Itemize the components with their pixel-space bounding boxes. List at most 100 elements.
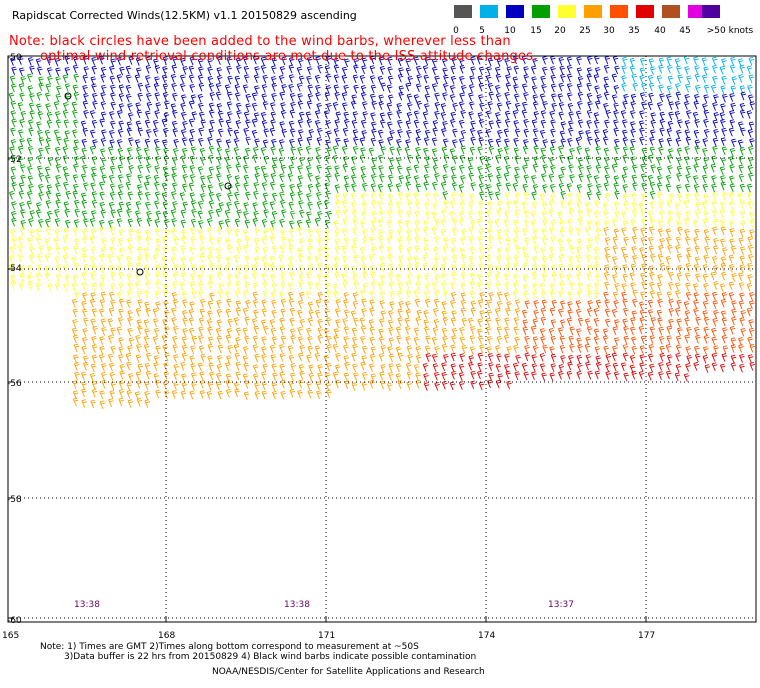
wind-barb (703, 118, 709, 128)
wind-barb (181, 272, 187, 281)
wind-barb (136, 290, 143, 300)
wind-barb (658, 138, 664, 148)
wind-barb (449, 85, 456, 94)
wind-barb (712, 255, 718, 265)
wind-barb (721, 192, 728, 201)
wind-barb (512, 362, 519, 372)
wind-barb (631, 235, 638, 245)
wind-barb (360, 147, 366, 157)
wind-barb (602, 328, 609, 338)
wind-barb (108, 202, 115, 211)
wind-barb (470, 120, 476, 130)
wind-barb (494, 218, 501, 228)
wind-barb (27, 146, 34, 155)
wind-barb (370, 280, 377, 290)
wind-barb (577, 363, 583, 372)
wind-barb (470, 326, 476, 335)
wind-barb (479, 191, 485, 201)
wind-barb (173, 325, 179, 335)
wind-barb (190, 363, 196, 372)
wind-barb (127, 218, 134, 228)
wind-barb (605, 110, 612, 119)
wind-barb (253, 112, 260, 121)
wind-barb (503, 218, 510, 228)
wind-barb (413, 337, 420, 346)
wind-barb (270, 119, 276, 128)
wind-barb (110, 283, 116, 292)
wind-barb (522, 319, 529, 329)
wind-barb (560, 73, 566, 83)
wind-barb (306, 136, 313, 146)
wind-barb (100, 66, 107, 76)
wind-barb (640, 291, 646, 301)
wind-barb (288, 291, 294, 301)
wind-barb (666, 236, 672, 246)
wind-barb (279, 245, 286, 254)
wind-barb (630, 110, 636, 119)
wind-barb (189, 327, 195, 337)
wind-barb (224, 290, 231, 300)
wind-barb (289, 307, 296, 317)
wind-barb (531, 354, 537, 363)
wind-barb (271, 138, 277, 148)
wind-barb (180, 263, 187, 273)
wind-barb (532, 94, 539, 103)
wind-barb (713, 218, 719, 228)
wind-barb (145, 65, 152, 74)
wind-barb (605, 353, 612, 363)
wind-barb (235, 337, 241, 346)
wind-barb (36, 121, 42, 130)
wind-barb (413, 94, 420, 103)
wind-barb (135, 262, 141, 272)
wind-barb (431, 226, 438, 236)
wind-barb (612, 274, 618, 283)
wind-barb (333, 263, 339, 273)
wind-barb (496, 182, 502, 192)
wind-barb (521, 101, 528, 111)
wind-barb (18, 67, 25, 77)
wind-barb (17, 253, 24, 263)
wind-barb (272, 372, 278, 382)
wind-barb (127, 399, 134, 408)
wind-barb (396, 335, 402, 345)
wind-barb (253, 373, 259, 382)
wind-barb (407, 354, 413, 363)
wind-barb (80, 192, 87, 202)
wind-barb (558, 111, 565, 121)
wind-barb (243, 182, 249, 192)
wind-barb (118, 308, 124, 318)
wind-barb (188, 100, 195, 110)
wind-barb (676, 318, 682, 328)
wind-barb (532, 255, 538, 265)
wind-barb (379, 263, 386, 272)
wind-barb (566, 83, 573, 92)
wind-barb (162, 210, 169, 220)
wind-barb (180, 390, 187, 400)
wind-barb (137, 127, 144, 137)
wind-barb (503, 172, 510, 182)
wind-barb (127, 112, 134, 121)
wind-barb (9, 146, 15, 156)
wind-barb (747, 84, 753, 94)
wind-barb (263, 228, 269, 238)
wind-barb (161, 334, 168, 344)
legend-swatch (702, 5, 720, 18)
wind-barb (460, 236, 466, 246)
wind-barb (317, 211, 323, 220)
wind-barb (540, 147, 546, 157)
wind-barb (749, 101, 756, 110)
wind-barb (342, 156, 349, 165)
wind-barb (649, 136, 655, 146)
wind-barb (524, 219, 530, 229)
wind-barb (541, 210, 548, 220)
wind-barb (244, 255, 251, 264)
wind-barb (712, 209, 718, 219)
wind-barb (180, 209, 187, 219)
wind-barb (207, 343, 214, 353)
wind-barb (126, 127, 133, 137)
wind-barb (280, 164, 287, 174)
legend-label: 40 (654, 26, 666, 36)
wind-barb (594, 282, 600, 292)
wind-barb (146, 217, 153, 227)
wind-barb (441, 301, 448, 310)
